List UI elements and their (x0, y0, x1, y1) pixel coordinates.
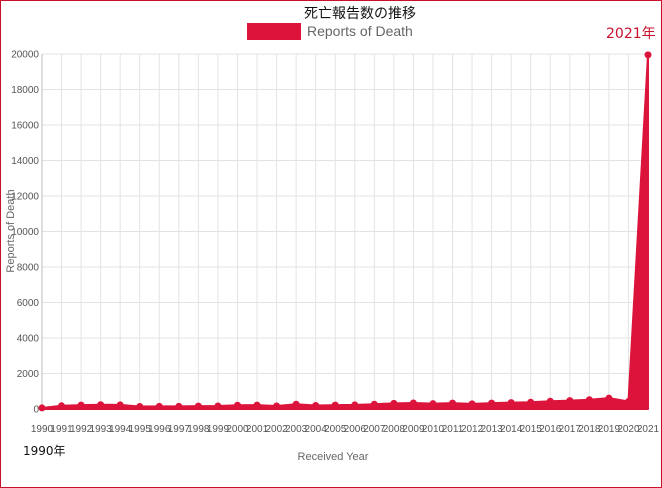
x-tick-label: 2020 (617, 424, 640, 435)
annotation-end-year: 2021年 (606, 26, 656, 42)
y-tick-label: 10000 (11, 227, 39, 238)
x-tick-label: 1999 (207, 424, 230, 435)
x-tick-label: 1997 (168, 424, 191, 435)
data-point[interactable] (273, 402, 281, 410)
data-point[interactable] (233, 401, 241, 409)
y-tick-label: 6000 (17, 298, 40, 309)
y-axis-title: Reports of Death (5, 189, 17, 272)
data-point[interactable] (214, 402, 222, 410)
data-point[interactable] (390, 399, 398, 407)
x-tick-label: 2021 (637, 424, 660, 435)
x-tick-label: 2010 (422, 424, 445, 435)
data-point[interactable] (409, 399, 417, 407)
x-tick-label: 2018 (578, 424, 601, 435)
data-point[interactable] (527, 398, 535, 406)
data-point[interactable] (429, 400, 437, 408)
x-tick-label: 2011 (442, 424, 464, 435)
grid (41, 53, 649, 410)
x-tick-label: 2005 (324, 424, 347, 435)
x-tick-label: 2004 (305, 424, 328, 435)
x-tick-label: 2008 (383, 424, 406, 435)
legend-label[interactable]: Reports of Death (307, 23, 413, 39)
data-point[interactable] (585, 396, 593, 404)
y-tick-label: 14000 (11, 156, 39, 167)
data-point[interactable] (312, 401, 320, 409)
x-tick-label: 2000 (226, 424, 249, 435)
data-point[interactable] (566, 397, 574, 405)
y-tick-label: 2000 (17, 369, 40, 380)
y-tick-label: 12000 (11, 192, 39, 203)
y-tick-label: 16000 (11, 121, 39, 132)
data-point[interactable] (155, 402, 163, 410)
data-point[interactable] (253, 401, 261, 409)
x-tick-label: 2014 (500, 424, 523, 435)
x-tick-label: 2016 (539, 424, 562, 435)
x-tick-label: 2007 (363, 424, 386, 435)
x-tick-label: 2009 (402, 424, 425, 435)
annotation-start-year: 1990年 (23, 444, 66, 458)
x-axis-title: Received Year (298, 451, 369, 463)
data-point[interactable] (175, 402, 183, 410)
x-tick-label: 1991 (50, 424, 73, 435)
data-point[interactable] (546, 397, 554, 405)
x-tick-label: 2013 (480, 424, 503, 435)
x-tick-label: 1993 (90, 424, 113, 435)
y-tick-label: 4000 (17, 334, 40, 345)
data-point[interactable] (136, 403, 144, 411)
data-point[interactable] (449, 399, 457, 407)
x-tick-label: 1990 (31, 424, 54, 435)
data-point[interactable] (194, 402, 202, 410)
data-point[interactable] (507, 399, 515, 407)
data-point[interactable] (292, 400, 300, 408)
data-point[interactable] (116, 401, 124, 409)
data-point[interactable] (77, 401, 85, 409)
data-point[interactable] (331, 401, 339, 409)
data-point[interactable] (97, 401, 105, 409)
x-tick-label: 1994 (109, 424, 132, 435)
x-tick-label: 2015 (520, 424, 543, 435)
data-point[interactable] (644, 51, 652, 59)
x-tick-label: 2003 (285, 424, 308, 435)
legend-swatch[interactable] (247, 23, 301, 40)
x-tick-label: 1992 (70, 424, 93, 435)
data-point[interactable] (351, 401, 359, 409)
y-tick-label: 8000 (17, 263, 40, 274)
x-tick-label: 2017 (559, 424, 582, 435)
y-tick-labels: 0 2000 4000 6000 8000 10000 12000 14000 16000 180… (11, 50, 39, 416)
data-point[interactable] (624, 398, 632, 406)
series-points-layer (38, 51, 652, 412)
chart-title: 死亡報告数の推移 (304, 6, 416, 22)
x-tick-label: 2019 (598, 424, 621, 435)
x-tick-label: 2001 (246, 424, 269, 435)
x-tick-label: 1998 (187, 424, 210, 435)
data-point[interactable] (38, 404, 46, 412)
x-tick-label: 2006 (344, 424, 367, 435)
x-tick-label: 1996 (148, 424, 171, 435)
data-point[interactable] (58, 402, 66, 410)
data-point[interactable] (488, 399, 496, 407)
y-tick-label: 18000 (11, 85, 39, 96)
y-tick-label: 0 (33, 405, 39, 416)
x-tick-label: 1995 (129, 424, 152, 435)
data-point[interactable] (370, 400, 378, 408)
x-tick-labels: 1990199119921993199419951996199719981999… (31, 424, 660, 435)
x-tick-label: 2002 (265, 424, 288, 435)
data-point[interactable] (605, 394, 613, 402)
data-point[interactable] (468, 400, 476, 408)
x-tick-label: 2012 (461, 424, 484, 435)
y-tick-label: 20000 (11, 50, 39, 61)
